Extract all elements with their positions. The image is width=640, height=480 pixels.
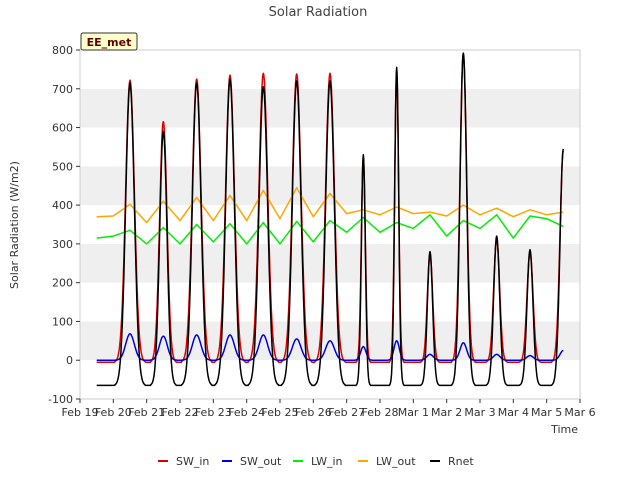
legend-label-sw-in: SW_in <box>176 455 209 468</box>
grid-band <box>80 282 580 322</box>
grid-band <box>80 166 580 206</box>
plot-frame <box>79 49 581 400</box>
x-tick-label: Feb 21 <box>128 406 165 419</box>
y-tick-label: 500 <box>52 160 73 173</box>
station-label-text: EE_met <box>87 36 132 49</box>
station-label-box: EE_met <box>80 32 138 51</box>
x-tick-label: Feb 22 <box>162 406 199 419</box>
y-tick-label: 0 <box>66 354 73 367</box>
x-tick-label: Feb 19 <box>62 406 99 419</box>
legend-label-lw-in: LW_in <box>311 455 343 468</box>
x-tick-label: Feb 23 <box>195 406 232 419</box>
y-tick-label: 600 <box>52 122 73 135</box>
series-layer <box>96 52 565 387</box>
x-tick-label: Feb 28 <box>362 406 399 419</box>
legend-label-lw-out: LW_out <box>376 455 416 468</box>
x-tick-label: Feb 27 <box>328 406 365 419</box>
legend-label-rnet: Rnet <box>448 455 474 468</box>
x-tick-label: Feb 25 <box>262 406 299 419</box>
y-tick-label: 100 <box>52 315 73 328</box>
y-tick-label: -100 <box>48 393 73 406</box>
series-line-rnet <box>96 52 565 387</box>
grid-band <box>80 88 580 128</box>
grid-band <box>80 127 580 167</box>
legend: SW_in SW_out LW_in LW_out Rnet <box>158 455 474 468</box>
x-tick-label: Mar 2 <box>431 406 462 419</box>
x-tick-label: Mar 1 <box>398 406 429 419</box>
y-tick-label: 700 <box>52 83 73 96</box>
y-axis: -100 0 100 200 300 400 500 600 700 800 <box>48 44 80 406</box>
legend-label-sw-out: SW_out <box>240 455 282 468</box>
series-line-lw-out <box>96 186 564 224</box>
x-tick-label: Mar 5 <box>531 406 562 419</box>
grid-band <box>80 243 580 283</box>
x-tick-label: Mar 3 <box>464 406 495 419</box>
x-axis-label: Time <box>550 423 578 436</box>
y-tick-label: 400 <box>52 199 73 212</box>
x-tick-label: Feb 26 <box>295 406 332 419</box>
series-line-sw-out <box>96 333 564 361</box>
x-tick-label: Feb 24 <box>228 406 265 419</box>
y-tick-label: 800 <box>52 44 73 57</box>
y-axis-label: Solar Radiation (W/m2) <box>8 161 21 289</box>
series-line-lw-in <box>96 214 564 245</box>
x-tick-label: Feb 20 <box>95 406 132 419</box>
chart-title: Solar Radiation <box>269 5 368 20</box>
x-tick-label: Mar 6 <box>564 406 595 419</box>
x-tick-label: Mar 4 <box>498 406 529 419</box>
y-tick-label: 200 <box>52 277 73 290</box>
y-tick-label: 300 <box>52 238 73 251</box>
grid-band <box>80 360 580 399</box>
